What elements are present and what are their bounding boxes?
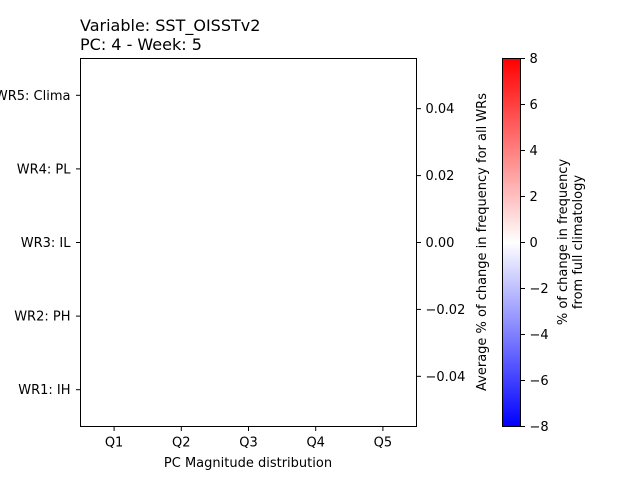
x-axis: Q1 Q2 Q3 Q4 Q5 <box>105 426 393 451</box>
x-tick-label: Q3 <box>239 436 258 451</box>
colorbar-tick-label: −4 <box>530 328 549 343</box>
colorbar-axis: −8 −6 −4 −2 0 2 4 6 8 <box>520 52 549 435</box>
colorbar-tick-label: −2 <box>530 282 549 297</box>
right-y-tick-label: −0.02 <box>426 303 466 318</box>
right-y-tick-label: −0.04 <box>426 370 466 385</box>
y-tick-label: WR1: IH <box>18 383 70 398</box>
chart-title-line-1: Variable: SST_OISSTv2 <box>80 16 260 36</box>
colorbar-tick-label: 8 <box>530 52 538 67</box>
y-tick-label: WR5: Clima <box>0 89 71 104</box>
plot-area <box>80 58 417 427</box>
chart-title-line-2: PC: 4 - Week: 5 <box>80 35 202 54</box>
right-y-tick-label: 0.00 <box>426 236 455 251</box>
colorbar-tick-label: 6 <box>530 98 538 113</box>
colorbar-tick-label: 4 <box>530 144 538 159</box>
chart-title: Variable: SST_OISSTv2 PC: 4 - Week: 5 <box>80 16 260 54</box>
colorbar-label: % of change in frequency from full clima… <box>556 159 586 326</box>
colorbar-tick-label: −8 <box>530 420 549 435</box>
right-y-tick-label: 0.04 <box>426 102 455 117</box>
y-tick-label: WR4: PL <box>17 162 72 177</box>
colorbar-tick-label: 0 <box>530 236 538 251</box>
right-y-tick-label: 0.02 <box>426 169 455 184</box>
y-tick-label: WR2: PH <box>14 310 70 325</box>
x-tick-label: Q5 <box>374 436 393 451</box>
x-tick-label: Q2 <box>172 436 191 451</box>
x-tick-label: Q4 <box>306 436 325 451</box>
colorbar-label-line-2: from full climatology <box>571 175 586 309</box>
y-axis-right: −0.04 −0.02 0.00 0.02 0.04 <box>416 102 466 385</box>
colorbar-tick-label: 2 <box>530 190 538 205</box>
y-axis-left: WR1: IH WR2: PH WR3: IL WR4: PL WR5: Clima <box>0 89 81 398</box>
colorbar-label-line-1: % of change in frequency <box>556 159 571 326</box>
colorbar-tick-label: −6 <box>530 374 549 389</box>
x-tick-label: Q1 <box>105 436 124 451</box>
right-axis-label: Average % of change in frequency for all… <box>475 93 490 391</box>
colorbar <box>502 58 521 427</box>
y-tick-label: WR3: IL <box>21 236 72 251</box>
x-axis-label: PC Magnitude distribution <box>164 456 332 471</box>
